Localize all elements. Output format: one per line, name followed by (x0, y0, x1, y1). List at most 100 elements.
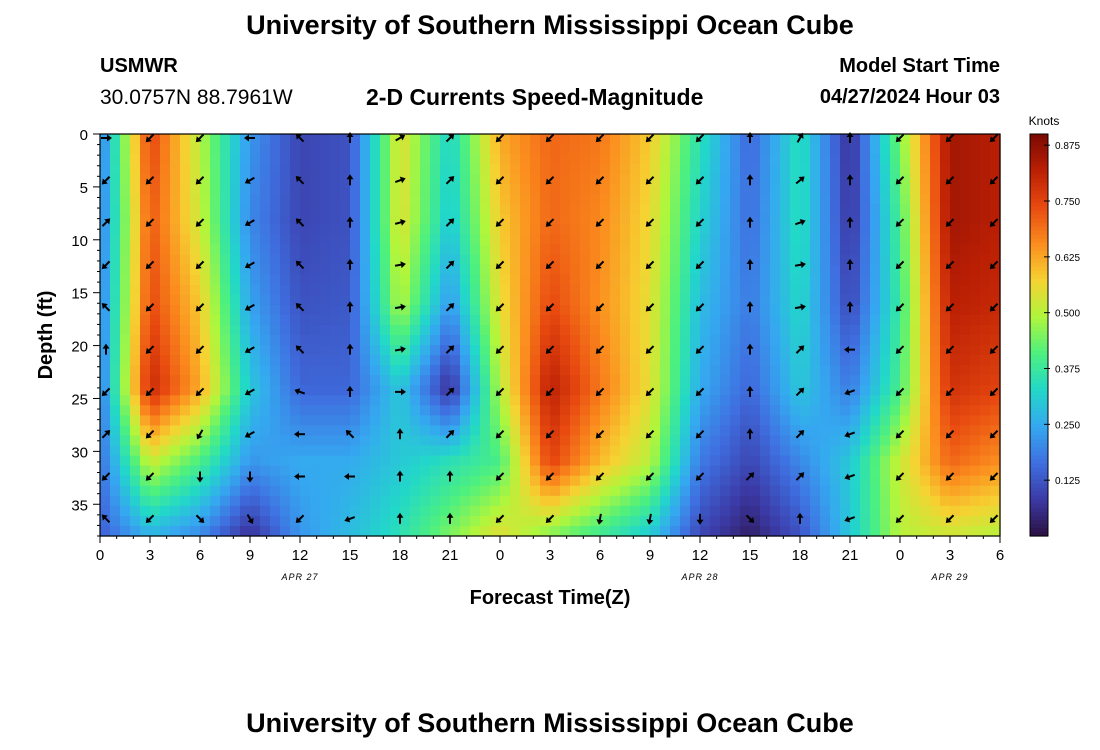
heatmap-cell (920, 375, 931, 386)
heatmap-cell (530, 154, 541, 165)
heatmap-cell (460, 485, 471, 497)
heatmap-cell (440, 355, 451, 366)
heatmap-cell (430, 184, 441, 195)
heatmap-cell (190, 395, 201, 406)
heatmap-cell (950, 284, 961, 296)
current-arrow (495, 133, 505, 143)
heatmap-cell (960, 335, 971, 346)
heatmap-cell (950, 425, 961, 437)
colorbar-swatch (1030, 238, 1048, 244)
heatmap-cell (980, 505, 991, 517)
heatmap-cell (480, 264, 491, 276)
heatmap-cell (830, 415, 841, 427)
heatmap-cell (930, 395, 941, 406)
heatmap-cell (230, 324, 241, 336)
heatmap-cell (860, 515, 871, 527)
heatmap-cell (230, 435, 241, 447)
heatmap-cell (850, 134, 861, 145)
heatmap-cell (820, 435, 831, 447)
heatmap-cell (370, 224, 381, 236)
heatmap-cell (560, 254, 571, 266)
heatmap-cell (380, 134, 391, 145)
heatmap-cell (880, 204, 891, 215)
current-arrow (645, 218, 655, 227)
heatmap-cell (240, 395, 251, 406)
heatmap-cell (780, 405, 791, 416)
heatmap-cell (300, 515, 311, 527)
heatmap-cell (560, 395, 571, 406)
heatmap-cell (100, 264, 111, 276)
current-arrow (101, 134, 112, 142)
heatmap-cell (150, 234, 161, 246)
heatmap-cell (240, 164, 251, 175)
heatmap-cell (640, 294, 651, 306)
heatmap-cell (760, 304, 771, 316)
heatmap-cell (220, 505, 231, 517)
heatmap-cell (380, 525, 391, 537)
heatmap-cell (180, 375, 191, 386)
heatmap-cell (860, 495, 871, 507)
heatmap-cell (620, 164, 631, 175)
heatmap-cell (320, 455, 331, 467)
heatmap-cell (790, 234, 801, 246)
heatmap-cell (200, 134, 211, 145)
heatmap-cell (380, 385, 391, 396)
heatmap-cell (110, 224, 121, 236)
heatmap-cell (130, 445, 141, 457)
heatmap-cell (720, 194, 731, 205)
heatmap-cell (190, 134, 201, 145)
heatmap-cell (710, 335, 721, 346)
heatmap-cell (260, 294, 271, 306)
heatmap-cell (290, 395, 301, 406)
heatmap-cell (250, 204, 261, 215)
heatmap-cell (570, 154, 581, 165)
heatmap-cell (630, 244, 641, 256)
heatmap-cell (660, 345, 671, 356)
heatmap-cell (280, 134, 291, 145)
heatmap-cell (930, 274, 941, 286)
heatmap-cell (670, 455, 681, 467)
heatmap-cell (880, 385, 891, 396)
heatmap-cell (190, 214, 201, 226)
heatmap-cell (530, 294, 541, 306)
heatmap-cell (580, 134, 591, 145)
heatmap-cell (120, 274, 131, 286)
heatmap-cell (640, 475, 651, 487)
current-arrow (396, 512, 404, 524)
heatmap-cell (490, 475, 501, 487)
heatmap-cell (140, 385, 151, 396)
heatmap-cell (870, 274, 881, 286)
heatmap-cell (560, 525, 571, 537)
heatmap-cell (180, 324, 191, 336)
heatmap-cell (640, 264, 651, 276)
heatmap-cell (470, 395, 481, 406)
heatmap-cell (240, 335, 251, 346)
heatmap-cell (990, 284, 1001, 296)
heatmap-cell (780, 425, 791, 437)
heatmap-cell (300, 204, 311, 215)
heatmap-cell (340, 335, 351, 346)
heatmap-cell (770, 264, 781, 276)
heatmap-cell (810, 184, 821, 195)
heatmap-cell (890, 525, 901, 537)
x-tick-label: 12 (292, 547, 309, 564)
current-arrow (195, 260, 205, 270)
heatmap-cell (830, 174, 841, 185)
heatmap-cell (630, 154, 641, 165)
heatmap-cell (240, 254, 251, 266)
heatmap-cell (720, 324, 731, 336)
heatmap-cell (150, 244, 161, 256)
heatmap-cell (490, 455, 501, 467)
heatmap-cell (230, 164, 241, 175)
heatmap-cell (220, 395, 231, 406)
heatmap-cell (980, 355, 991, 366)
heatmap-cell (540, 355, 551, 366)
heatmap-cell (580, 194, 591, 205)
heatmap-cell (290, 405, 301, 416)
heatmap-cell (720, 314, 731, 326)
heatmap-cell (270, 324, 281, 336)
heatmap-cell (190, 194, 201, 205)
heatmap-cell (870, 375, 881, 386)
heatmap-cell (870, 435, 881, 447)
heatmap-cell (450, 184, 461, 195)
